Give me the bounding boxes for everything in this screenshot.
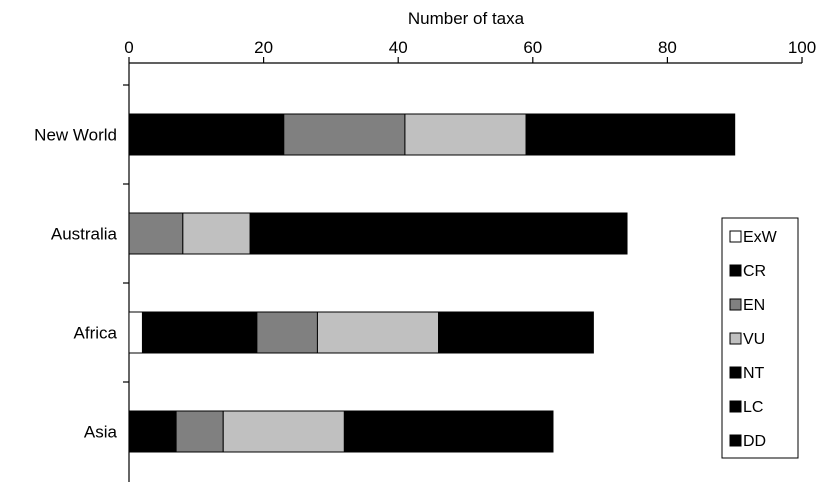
x-axis: 0 20 40 60 80 100 bbox=[124, 38, 816, 64]
bar-segment-nt bbox=[438, 311, 520, 354]
legend-label: EN bbox=[743, 297, 765, 314]
bar-segment-dd bbox=[565, 311, 594, 354]
legend-swatch bbox=[729, 298, 742, 311]
bar-segment-vu bbox=[182, 212, 251, 255]
legend-swatch bbox=[729, 332, 742, 345]
category-labels: New World Australia Africa Asia bbox=[34, 126, 117, 442]
bar-segment-nt bbox=[249, 212, 345, 255]
bar-segment-cr bbox=[128, 410, 177, 453]
x-tick-label: 20 bbox=[254, 38, 273, 57]
bar-segment-lc bbox=[411, 410, 493, 453]
bar-segment-en bbox=[128, 212, 184, 255]
bar-segment-en bbox=[175, 410, 224, 453]
legend-label: ExW bbox=[743, 229, 778, 246]
x-tick-label: 40 bbox=[389, 38, 408, 57]
x-tick-label: 0 bbox=[124, 38, 133, 57]
legend-label: DD bbox=[743, 433, 766, 450]
x-axis-title: Number of taxa bbox=[408, 9, 525, 28]
legend-swatch bbox=[729, 434, 742, 447]
bar-segment-lc bbox=[619, 113, 689, 156]
legend-swatch bbox=[729, 400, 742, 413]
legend-label: LC bbox=[743, 399, 763, 416]
bar-segment-en bbox=[283, 113, 406, 156]
bar-segment-en bbox=[256, 311, 318, 354]
legend-label: NT bbox=[743, 365, 765, 382]
legend-swatch bbox=[729, 264, 742, 277]
bar-segment-exw bbox=[128, 311, 143, 354]
bar-segment-vu bbox=[316, 311, 440, 354]
bar-segment-dd bbox=[491, 410, 554, 453]
bar-segment-cr bbox=[141, 311, 258, 354]
bar-segment-dd bbox=[687, 113, 736, 156]
x-tick-label: 100 bbox=[788, 38, 816, 57]
bars bbox=[128, 113, 736, 453]
bar-segment-vu bbox=[404, 113, 527, 156]
category-label: Africa bbox=[74, 324, 118, 343]
bar-segment-nt bbox=[343, 410, 413, 453]
bar-segment-dd bbox=[505, 212, 628, 255]
legend-swatch bbox=[729, 366, 742, 379]
bar-segment-nt bbox=[525, 113, 621, 156]
legend-swatch bbox=[729, 230, 742, 243]
bar-segment-cr bbox=[128, 113, 285, 156]
x-tick-label: 60 bbox=[523, 38, 542, 57]
legend-label: CR bbox=[743, 263, 766, 280]
bar-segment-lc bbox=[518, 311, 567, 354]
x-tick-label: 80 bbox=[658, 38, 677, 57]
y-axis bbox=[123, 63, 130, 482]
legend-label: VU bbox=[743, 331, 765, 348]
legend: ExW CR EN VU NT LC DD bbox=[721, 217, 799, 459]
bar-segment-lc bbox=[343, 212, 507, 255]
category-label: Australia bbox=[51, 225, 118, 244]
bar-segment-vu bbox=[222, 410, 345, 453]
category-label: New World bbox=[34, 126, 117, 145]
category-label: Asia bbox=[84, 423, 118, 442]
